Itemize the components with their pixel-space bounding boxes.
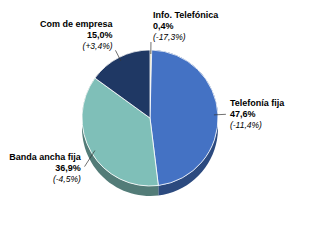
slice-label: Info. Telefónica bbox=[153, 10, 219, 20]
leader-line bbox=[115, 50, 120, 61]
leader-line bbox=[85, 151, 95, 167]
annotation: (-4,5%) bbox=[53, 174, 81, 184]
chart: Info. Telefónica0,4%(-17,3%) Telefonía fi… bbox=[0, 0, 324, 252]
slice bbox=[95, 50, 150, 118]
labels: Info. Telefónica0,4%(-17,3%) Telefonía fi… bbox=[9, 10, 285, 184]
data-label: 36,9% bbox=[55, 163, 81, 173]
pie-sides bbox=[82, 50, 218, 196]
annotation: (+3,4%) bbox=[83, 41, 113, 51]
annotation: (-17,3%) bbox=[153, 32, 186, 42]
data-label: 15,0% bbox=[87, 30, 113, 40]
slice-label: Banda ancha fija bbox=[9, 152, 82, 162]
pie bbox=[82, 50, 218, 186]
leader-line bbox=[150, 42, 151, 54]
data-label: 47,6% bbox=[230, 109, 256, 119]
slice bbox=[150, 50, 218, 185]
data-label: 0,4% bbox=[153, 21, 174, 31]
slice-label: Telefonía fija bbox=[230, 98, 285, 108]
slice-label: Com de empresa bbox=[40, 19, 114, 29]
annotation: (-11,4%) bbox=[230, 120, 262, 130]
leader-line bbox=[214, 114, 226, 116]
